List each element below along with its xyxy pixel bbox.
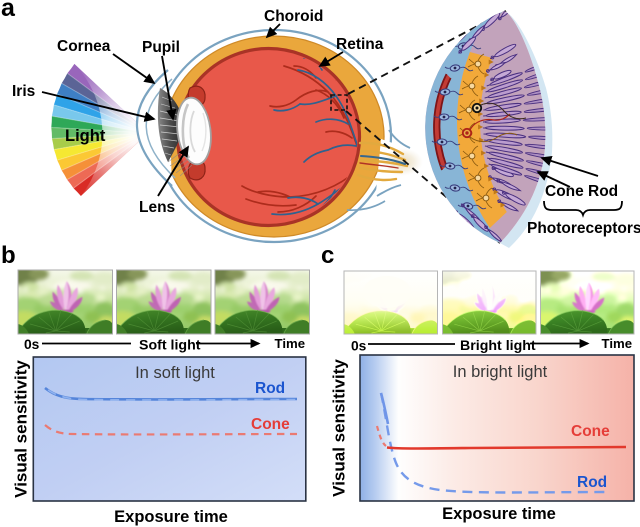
svg-text:Cone: Cone (571, 423, 610, 440)
svg-text:Retina: Retina (336, 36, 384, 53)
svg-text:0s: 0s (351, 339, 367, 354)
svg-text:b: b (1, 242, 16, 269)
svg-text:Exposure time: Exposure time (442, 505, 556, 523)
svg-text:Lens: Lens (139, 199, 175, 216)
svg-text:c: c (321, 242, 334, 269)
svg-text:Time: Time (602, 336, 633, 351)
svg-text:Exposure time: Exposure time (114, 508, 228, 526)
svg-text:Choroid: Choroid (264, 8, 323, 25)
svg-text:In soft light: In soft light (135, 364, 215, 382)
svg-text:Iris: Iris (12, 83, 35, 100)
svg-text:0s: 0s (24, 337, 40, 352)
svg-text:Photoreceptors: Photoreceptors (527, 220, 640, 237)
svg-text:Soft light: Soft light (139, 338, 201, 354)
svg-text:Cone: Cone (545, 183, 584, 200)
svg-text:Cornea: Cornea (57, 38, 111, 55)
svg-text:Light: Light (65, 127, 106, 145)
svg-text:Visual sensitivity: Visual sensitivity (330, 359, 349, 497)
svg-text:Pupil: Pupil (142, 39, 180, 56)
svg-text:Cone: Cone (251, 416, 290, 433)
svg-text:Visual sensitivity: Visual sensitivity (12, 360, 31, 498)
svg-text:In bright light: In bright light (453, 363, 548, 381)
svg-text:Rod: Rod (588, 183, 618, 200)
svg-text:Rod: Rod (255, 380, 285, 397)
svg-text:Rod: Rod (577, 474, 607, 491)
svg-text:Bright light: Bright light (460, 338, 536, 354)
svg-text:Time: Time (275, 336, 306, 351)
svg-text:a: a (1, 0, 16, 22)
